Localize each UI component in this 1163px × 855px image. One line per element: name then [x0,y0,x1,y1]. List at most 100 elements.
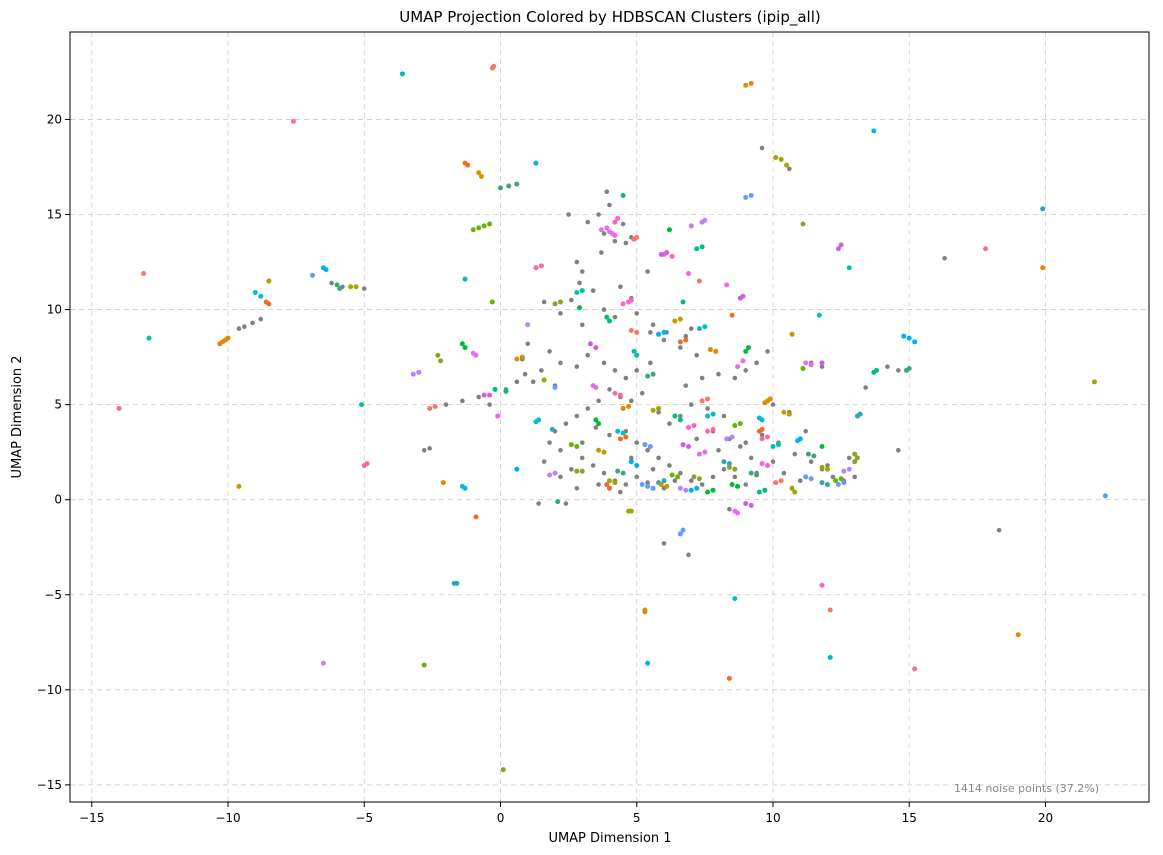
cluster-point [266,278,272,284]
cluster-point [759,417,765,423]
cluster-point [912,339,918,345]
noise-point [667,463,672,468]
cluster-point [680,442,686,448]
cluster-point [574,289,580,295]
cluster-point [797,436,803,442]
cluster-point [440,480,446,486]
cluster-point [811,453,817,459]
noise-point [634,474,640,480]
cluster-point [661,478,667,484]
cluster-point [666,227,672,233]
cluster-point [833,478,839,484]
noise-point [604,189,610,195]
cluster-point [612,480,618,486]
y-tick-label: 0 [54,493,62,507]
cluster-point [664,250,670,256]
cluster-point [459,341,465,347]
cluster-point [781,409,787,415]
cluster-point [607,478,612,484]
cluster-point [710,487,716,493]
cluster-point [634,352,640,358]
noise-point [759,432,765,438]
noise-point [242,324,247,329]
cluster-point [481,392,487,398]
cluster-point [604,314,610,320]
noise-point [579,322,585,328]
cluster-point [487,221,493,227]
noise-point [558,474,563,480]
noise-point [579,455,585,461]
noise-point [645,480,650,485]
cluster-point [631,236,637,242]
noise-point [678,470,683,476]
cluster-point [607,485,612,491]
noise-point [612,368,618,373]
cluster-point [786,411,792,417]
noise-point [487,402,492,407]
cluster-point [784,162,790,168]
noise-point [443,402,449,407]
noise-point [863,385,868,390]
cluster-point [683,337,689,343]
noise-point [558,360,563,366]
cluster-point [579,288,585,294]
noise-point [781,470,787,476]
cluster-point [555,499,561,505]
cluster-point [650,485,656,491]
cluster-point [454,580,460,586]
cluster-point [489,299,495,305]
y-tick-label: −15 [37,778,62,792]
cluster-point [615,215,621,221]
noise-point [825,463,830,468]
cluster-point [827,607,833,613]
cluster-point [617,436,623,442]
noise-point [852,474,858,480]
noise-point [525,341,531,347]
cluster-point [669,253,675,259]
cluster-point [236,483,242,489]
cluster-point [596,447,602,453]
noise-point [645,269,650,274]
cluster-points [116,63,1108,773]
noise-point [574,485,580,491]
cluster-point [808,476,814,482]
cluster-point [789,485,795,491]
noise-point [590,463,596,468]
cluster-point [549,426,555,432]
cluster-point [871,128,877,134]
y-axis: −15 −10 −5 0 5 10 15 20 [37,112,70,792]
noise-point [596,212,601,217]
cluster-point [729,312,735,318]
cluster-point [609,231,615,237]
noise-point [727,506,732,512]
cluster-point [735,364,741,370]
cluster-point [677,531,683,537]
cluster-point [688,223,694,229]
noise-point [885,364,890,369]
noise-point [569,297,574,303]
noise-point [599,250,604,255]
cluster-point [541,377,547,383]
cluster-point [620,430,626,436]
x-tick-label: 10 [765,811,780,825]
noise-point [743,482,749,487]
noise-point [563,421,569,426]
cluster-point [628,459,634,465]
cluster-point [759,461,765,467]
noise-point [601,470,607,476]
noise-point [896,447,901,453]
cluster-point [672,318,678,324]
noise-point [650,466,656,472]
noise-point [601,360,607,366]
noise-point [648,330,653,335]
cluster-point [634,462,640,468]
noise-point [683,383,689,388]
cluster-point [686,270,692,276]
cluster-point [819,464,825,470]
cluster-point [593,417,599,423]
cluster-point [748,193,754,199]
noise-point [566,212,571,217]
cluster-point [116,405,122,411]
cluster-point [672,413,678,419]
cluster-point [596,421,602,427]
